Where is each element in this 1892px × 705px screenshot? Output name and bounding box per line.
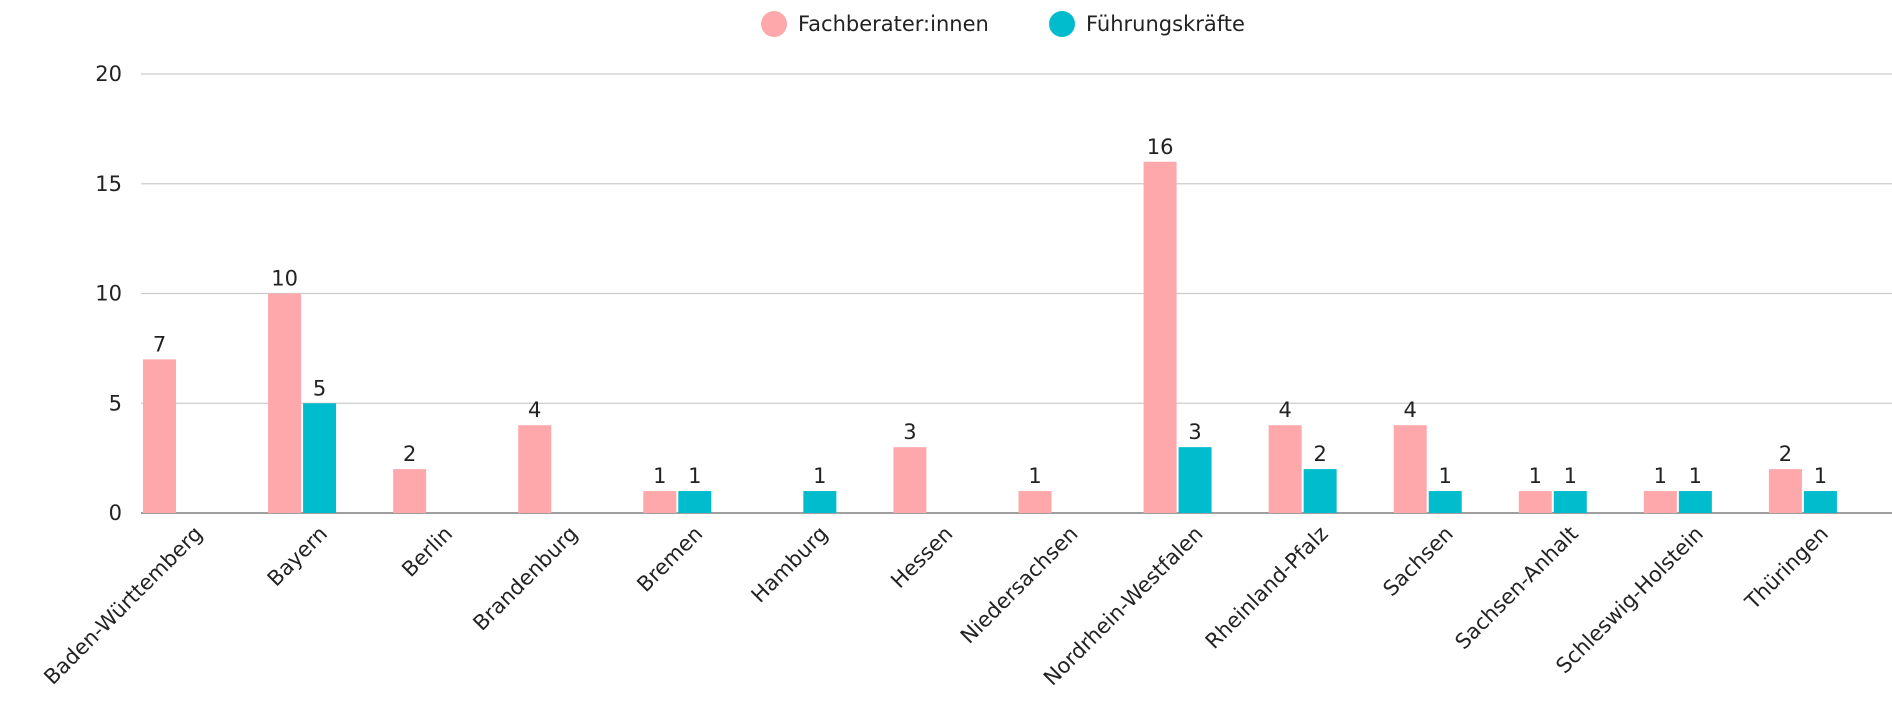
bar <box>1178 447 1212 513</box>
bar <box>1268 425 1302 513</box>
bar <box>1518 491 1552 513</box>
bar <box>1143 161 1177 514</box>
bar <box>1018 491 1052 513</box>
bar <box>893 447 927 513</box>
x-tick-label: Hamburg <box>747 522 833 608</box>
data-label: 1 <box>1439 464 1452 488</box>
data-label: 3 <box>1188 420 1201 444</box>
bar <box>1393 425 1427 513</box>
legend-swatch <box>1049 11 1075 37</box>
y-tick-label: 0 <box>109 501 122 525</box>
x-tick-label: Berlin <box>397 522 457 582</box>
bar <box>1553 491 1587 513</box>
bar <box>1678 491 1712 513</box>
y-tick-label: 10 <box>95 282 122 306</box>
data-label: 1 <box>1654 464 1667 488</box>
x-tick-label: Sachsen-Anhalt <box>1450 522 1582 654</box>
data-label: 5 <box>313 376 326 400</box>
x-tick-label: Niedersachsen <box>956 522 1083 649</box>
bar <box>268 293 302 513</box>
data-label: 3 <box>903 420 916 444</box>
data-label: 4 <box>528 398 541 422</box>
x-tick-label: Sachsen <box>1378 522 1457 601</box>
data-label: 7 <box>153 332 166 356</box>
data-label: 2 <box>1779 442 1792 466</box>
bar <box>303 403 337 513</box>
data-label: 10 <box>271 267 298 291</box>
y-tick-label: 15 <box>95 172 122 196</box>
data-label: 1 <box>688 464 701 488</box>
data-label: 16 <box>1147 135 1174 159</box>
x-tick-label: Rheinland-Pfalz <box>1201 522 1333 654</box>
data-label: 1 <box>1814 464 1827 488</box>
legend: Fachberater:innen Führungskräfte <box>761 11 1245 37</box>
bar <box>643 491 677 513</box>
bar <box>803 491 837 513</box>
bar <box>1643 491 1677 513</box>
data-label: 4 <box>1278 398 1291 422</box>
bar <box>393 469 427 513</box>
data-label: 1 <box>1028 464 1041 488</box>
x-tick-label: Baden-Württemberg <box>39 522 207 690</box>
data-label: 1 <box>653 464 666 488</box>
x-tick-label: Bayern <box>263 522 332 591</box>
bar <box>1768 469 1802 513</box>
x-tick-label: Thüringen <box>1740 522 1833 615</box>
x-tick-label: Bremen <box>632 522 707 597</box>
data-label: 1 <box>1529 464 1542 488</box>
bar <box>678 491 712 513</box>
data-label: 2 <box>1313 442 1326 466</box>
data-label: 1 <box>813 464 826 488</box>
y-tick-label: 20 <box>95 62 122 86</box>
bar <box>143 359 176 513</box>
data-label: 1 <box>1564 464 1577 488</box>
data-label: 2 <box>403 442 416 466</box>
data-label: 1 <box>1689 464 1702 488</box>
bar <box>518 425 552 513</box>
x-tick-label: Brandenburg <box>468 522 582 636</box>
bar <box>1303 469 1337 513</box>
legend-swatch <box>761 11 787 37</box>
y-tick-label: 5 <box>109 391 122 415</box>
legend-label: Führungskräfte <box>1086 12 1245 36</box>
data-label: 4 <box>1404 398 1417 422</box>
bar <box>1803 491 1837 513</box>
x-tick-label: Hessen <box>886 522 957 593</box>
bar <box>1428 491 1462 513</box>
legend-label: Fachberater:innen <box>798 12 989 36</box>
